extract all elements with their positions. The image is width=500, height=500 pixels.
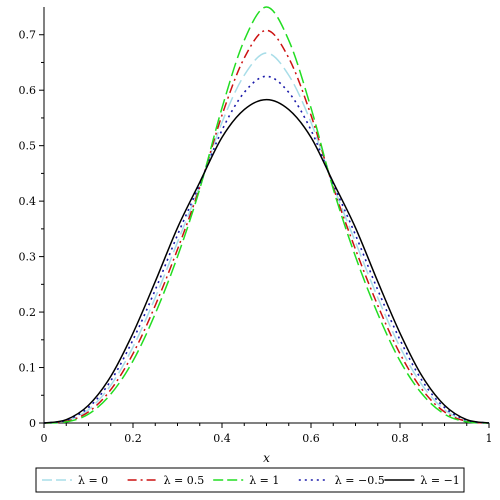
x-tick-label: 1	[486, 432, 493, 445]
x-tick-label: 0.8	[391, 432, 409, 445]
y-tick-label: 0.2	[19, 306, 37, 319]
y-tick-label: 0.7	[19, 29, 37, 42]
y-tick-label: 0.6	[19, 84, 37, 97]
y-tick-label: 0.1	[19, 362, 37, 375]
axes: 0 0.2 0.4 0.6 0.8 1 0 0.1 0.2 0.3 0.4 0.5 0.6 0.7	[19, 7, 493, 445]
series-line-2	[43, 6, 490, 424]
legend-label-3: λ = −0.5	[335, 474, 385, 487]
x-axis-label: x	[263, 451, 270, 465]
x-tick-label: 0.6	[302, 432, 320, 445]
x-tick-label: 0.4	[213, 432, 231, 445]
y-tick-label: 0.4	[19, 195, 37, 208]
series-line-4	[43, 98, 490, 424]
y-tick-label: 0.3	[19, 251, 37, 264]
x-tick-label: 0.2	[124, 432, 142, 445]
series-line-3	[43, 75, 490, 424]
legend-label-4: λ = −1	[420, 474, 459, 487]
legend-label-2: λ = 1	[249, 474, 279, 487]
x-tick-label: 0	[41, 432, 48, 445]
y-tick-label: 0	[29, 417, 36, 430]
legend-label-0: λ = 0	[78, 474, 108, 487]
series-layer	[43, 6, 490, 424]
series-line-0	[43, 52, 490, 424]
legend: λ = 0 λ = 0.5 λ = 1 λ = −0.5 λ = −1	[35, 467, 465, 493]
legend-label-1: λ = 0.5	[164, 474, 205, 487]
y-tick-label: 0.5	[19, 140, 37, 153]
series-line-1	[43, 29, 490, 424]
